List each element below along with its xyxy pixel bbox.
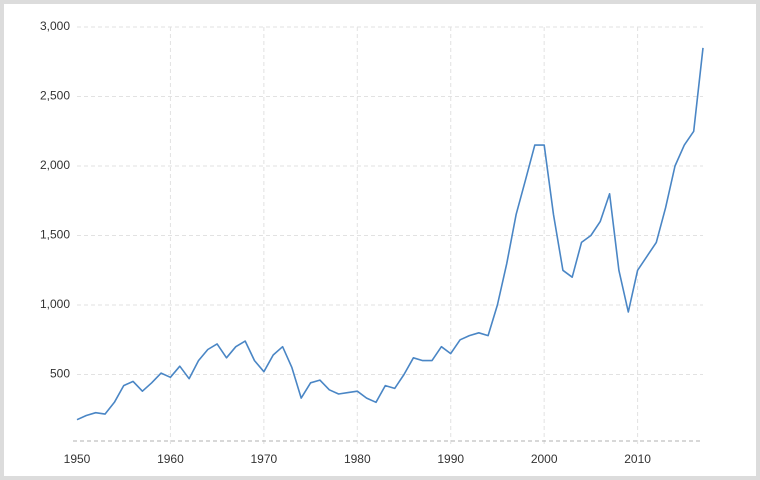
x-tick-label: 1950 xyxy=(64,452,91,466)
y-tick-label: 3,000 xyxy=(40,19,70,33)
y-tick-label: 2,500 xyxy=(40,89,70,103)
data-line xyxy=(76,47,704,421)
x-tick-label: 1970 xyxy=(251,452,278,466)
y-tick-label: 1,500 xyxy=(40,228,70,242)
x-tick-label: 1960 xyxy=(157,452,184,466)
x-tick-label: 1980 xyxy=(344,452,371,466)
y-tick-label: 1,000 xyxy=(40,297,70,311)
y-tick-label: 2,000 xyxy=(40,158,70,172)
x-tick-label: 1990 xyxy=(437,452,464,466)
y-tick-label: 500 xyxy=(50,367,70,381)
x-tick-label: 2010 xyxy=(624,452,651,466)
x-tick-label: 2000 xyxy=(531,452,558,466)
